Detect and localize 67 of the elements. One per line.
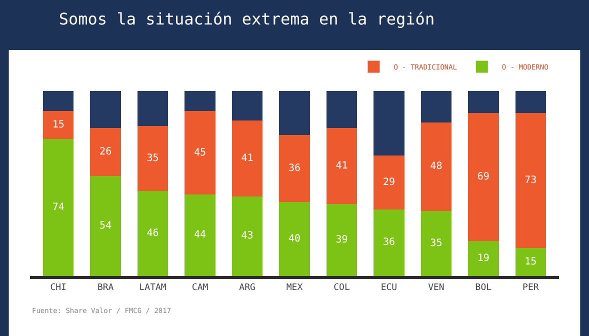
- data-label: 73: [524, 175, 537, 186]
- x-tick-label: COL: [334, 282, 350, 293]
- bar: [42, 111, 74, 139]
- chart-title: Somos la situación extrema en la región: [58, 10, 435, 29]
- data-label: 29: [382, 176, 395, 188]
- data-label: 15: [52, 120, 64, 131]
- data-label: 36: [288, 163, 301, 174]
- data-label: 45: [194, 147, 206, 158]
- x-tick-label: CAM: [192, 282, 209, 293]
- data-label: 69: [477, 171, 490, 182]
- bar: [184, 111, 216, 194]
- bar: [420, 90, 452, 122]
- bar: [232, 196, 263, 276]
- data-label: 41: [241, 152, 254, 164]
- data-label: 43: [241, 230, 254, 242]
- bar: [279, 135, 310, 202]
- x-tick-label: MEX: [286, 282, 304, 293]
- bar: [468, 90, 499, 113]
- data-label: 48: [430, 161, 442, 172]
- bar: [326, 204, 358, 276]
- bar: [468, 112, 499, 241]
- x-tick-label: PER: [522, 282, 540, 293]
- data-label: 40: [288, 233, 301, 244]
- bar: [326, 90, 358, 128]
- x-tick-label: BOL: [475, 282, 492, 293]
- bar: [42, 138, 74, 276]
- bar: [232, 90, 263, 120]
- data-label: 74: [52, 202, 64, 213]
- data-label: 15: [524, 256, 537, 268]
- data-label: 39: [336, 234, 348, 246]
- bar: [374, 156, 404, 210]
- bar: [184, 90, 216, 112]
- bar: [420, 211, 452, 276]
- bar: [468, 240, 499, 276]
- x-tick-label: LATAM: [139, 282, 167, 293]
- x-tick-label: ARG: [239, 282, 256, 293]
- bar: [90, 176, 121, 276]
- data-label: 36: [382, 237, 395, 248]
- bar: [232, 120, 263, 196]
- x-tick-label: VEN: [428, 282, 444, 293]
- bar: [515, 248, 546, 276]
- x-tick-label: CHI: [50, 282, 66, 293]
- bar: [137, 190, 168, 276]
- bar: [374, 90, 404, 156]
- bar: [137, 90, 168, 126]
- bar: [90, 90, 121, 128]
- data-label: 41: [336, 160, 348, 172]
- bar: [374, 209, 404, 276]
- data-label: 19: [477, 252, 490, 264]
- bar: [515, 112, 546, 248]
- bar: [184, 194, 216, 276]
- bar: [137, 126, 168, 191]
- bar: [42, 90, 74, 112]
- x-tick-label: BRA: [97, 282, 114, 293]
- bar: [90, 128, 121, 176]
- data-label: 35: [146, 152, 159, 164]
- x-tick-label: ECU: [380, 282, 398, 293]
- data-label: 44: [194, 230, 206, 241]
- data-label: 46: [146, 228, 159, 239]
- bar: [515, 90, 546, 113]
- data-label: 35: [430, 238, 442, 250]
- bar: [279, 90, 310, 136]
- bar: [420, 122, 452, 212]
- bar: [326, 128, 358, 204]
- data-label: 54: [100, 220, 112, 232]
- bar: [279, 202, 310, 276]
- data-label: 26: [100, 146, 112, 158]
